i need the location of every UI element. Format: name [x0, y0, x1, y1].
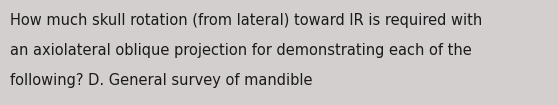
- Text: How much skull rotation (from lateral) toward IR is required with: How much skull rotation (from lateral) t…: [10, 13, 482, 28]
- Text: an axiolateral oblique projection for demonstrating each of the: an axiolateral oblique projection for de…: [10, 43, 472, 58]
- Text: following? D. General survey of mandible: following? D. General survey of mandible: [10, 74, 312, 89]
